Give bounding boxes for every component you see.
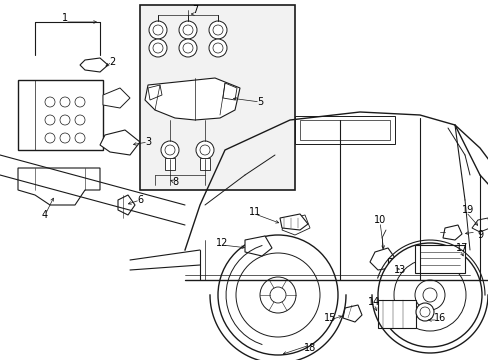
Bar (299, 120, 389, 140)
Circle shape (60, 97, 70, 107)
Circle shape (161, 141, 179, 159)
Polygon shape (145, 78, 240, 120)
Circle shape (153, 43, 163, 53)
Polygon shape (471, 218, 488, 232)
Circle shape (179, 21, 197, 39)
Circle shape (393, 259, 465, 331)
Text: 17: 17 (455, 243, 467, 253)
Bar (18, 80, 103, 150)
Polygon shape (442, 225, 461, 240)
Polygon shape (244, 236, 271, 256)
Text: 19: 19 (461, 205, 473, 215)
Polygon shape (282, 215, 309, 235)
Polygon shape (148, 85, 162, 100)
Circle shape (183, 25, 193, 35)
Circle shape (196, 141, 214, 159)
Circle shape (218, 235, 337, 355)
Circle shape (179, 39, 197, 57)
Circle shape (422, 288, 436, 302)
Text: 2: 2 (109, 57, 115, 67)
Circle shape (419, 307, 429, 317)
Text: 15: 15 (323, 313, 336, 323)
Polygon shape (342, 305, 361, 322)
Bar (200, 158, 209, 170)
Polygon shape (80, 58, 108, 72)
Text: 12: 12 (215, 238, 228, 248)
Circle shape (269, 287, 285, 303)
Polygon shape (280, 214, 307, 230)
Circle shape (208, 39, 226, 57)
Polygon shape (100, 130, 140, 155)
Bar (294, 116, 394, 144)
Polygon shape (369, 248, 394, 270)
Text: 10: 10 (373, 215, 386, 225)
Bar (414, 245, 464, 273)
Circle shape (45, 97, 55, 107)
Circle shape (414, 280, 444, 310)
Circle shape (149, 39, 167, 57)
Circle shape (213, 43, 223, 53)
Text: 6: 6 (137, 195, 143, 205)
Circle shape (45, 115, 55, 125)
Text: 14: 14 (367, 297, 379, 307)
Circle shape (75, 115, 85, 125)
Text: 13: 13 (393, 265, 406, 275)
Circle shape (149, 21, 167, 39)
Text: 16: 16 (433, 313, 445, 323)
Text: 18: 18 (303, 343, 315, 353)
Circle shape (236, 253, 319, 337)
Circle shape (75, 133, 85, 143)
Circle shape (377, 243, 481, 347)
Polygon shape (18, 168, 100, 205)
Circle shape (60, 133, 70, 143)
Text: 11: 11 (248, 207, 261, 217)
Text: 7: 7 (191, 5, 198, 15)
Circle shape (153, 25, 163, 35)
Circle shape (200, 145, 209, 155)
Polygon shape (103, 88, 130, 108)
Circle shape (213, 25, 223, 35)
Polygon shape (118, 195, 135, 215)
Text: 1: 1 (62, 13, 68, 23)
Bar (377, 300, 415, 328)
Circle shape (260, 277, 295, 313)
Polygon shape (223, 83, 237, 100)
Circle shape (75, 97, 85, 107)
Bar (164, 158, 175, 170)
Text: 3: 3 (144, 137, 151, 147)
Circle shape (164, 145, 175, 155)
Text: 9: 9 (476, 230, 482, 240)
Bar (140, 5, 294, 190)
Text: 5: 5 (256, 97, 263, 107)
Circle shape (45, 133, 55, 143)
Text: 8: 8 (172, 177, 178, 187)
Circle shape (183, 43, 193, 53)
Text: 4: 4 (42, 210, 48, 220)
Circle shape (415, 303, 433, 321)
Bar (387, 258, 401, 272)
Circle shape (208, 21, 226, 39)
Circle shape (60, 115, 70, 125)
